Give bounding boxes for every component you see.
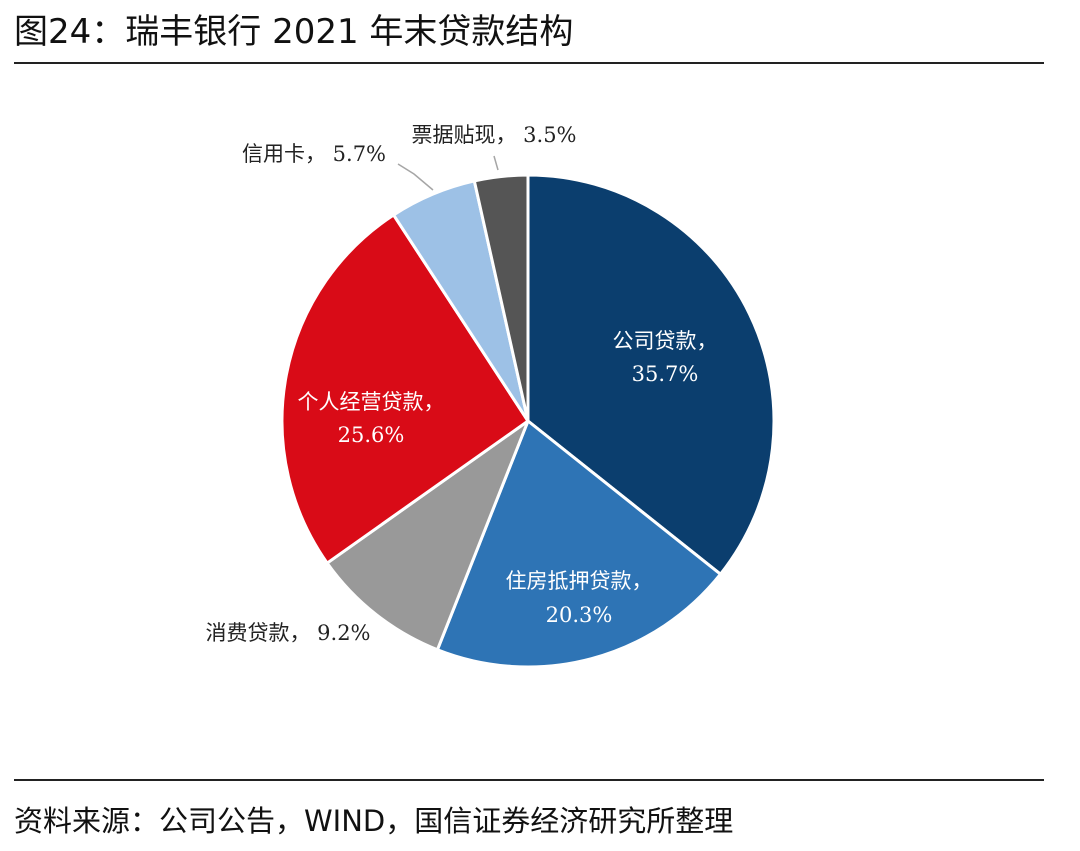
slice-label-name-4: 个人经营贷款， xyxy=(298,390,445,414)
pie-slice-2 xyxy=(435,419,722,669)
title-rule xyxy=(14,62,1044,64)
slice-label-value-1: 35.7% xyxy=(632,362,699,386)
slice-label-5: 信用卡， 5.7% xyxy=(242,142,386,166)
pie-slice-1 xyxy=(526,173,776,576)
figure-title: 图24：瑞丰银行 2021 年末贷款结构 xyxy=(14,12,574,52)
slice-label-6: 票据贴现， 3.5% xyxy=(411,123,576,147)
leader-lines xyxy=(397,155,499,191)
pie-slice-6 xyxy=(472,173,530,423)
leader-line-6 xyxy=(493,155,499,171)
pie-slice-3 xyxy=(325,419,530,652)
slice-labels: 公司贷款， 35.7% 住房抵押贷款， 20.3% 消费贷款， 9.2% 个人经营贷款， 2… xyxy=(205,123,717,645)
source-note: 资料来源：公司公告，WIND，国信证券经济研究所整理 xyxy=(14,804,734,838)
slice-label-name-1: 公司贷款， xyxy=(613,329,718,353)
slice-label-value-4: 25.6% xyxy=(338,423,405,447)
pie-slices xyxy=(280,173,776,669)
slice-label-name-2: 住房抵押贷款， xyxy=(506,569,653,593)
slice-label-value-2: 20.3% xyxy=(546,603,613,627)
leader-line-5 xyxy=(397,163,434,191)
pie-slice-4 xyxy=(280,213,530,565)
source-rule xyxy=(14,779,1044,781)
slice-label-3: 消费贷款， 9.2% xyxy=(205,621,370,645)
